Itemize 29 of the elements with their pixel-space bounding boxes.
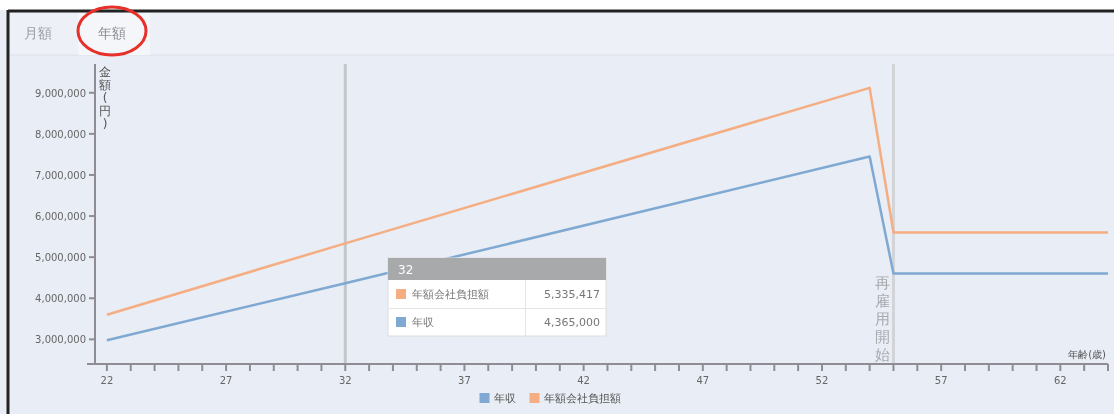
x-tick-label: 42	[577, 375, 590, 386]
y-tick-label: 3,000,000	[35, 334, 86, 346]
x-tick-label: 47	[696, 375, 710, 386]
y-tick-label: 9,000,000	[35, 87, 86, 99]
text: 年額	[98, 25, 126, 41]
y-tick-label: 6,000,000	[35, 211, 86, 223]
y-tick-label: 5,000,000	[35, 252, 86, 264]
ref-line-label: 再雇用開始	[874, 274, 890, 364]
annotation: 32	[398, 263, 414, 277]
annotation: 4,365,000	[544, 316, 600, 329]
y-tick-label: 8,000,000	[35, 128, 86, 140]
x-tick-label: 62	[1053, 375, 1067, 386]
text: 年額会社負担額	[543, 392, 621, 405]
x-tick-label: 52	[815, 375, 829, 386]
y-tick-label: 7,000,000	[35, 169, 86, 181]
x-tick-label: 22	[100, 375, 114, 386]
text: 年収	[493, 392, 516, 405]
annotation: 5,335,417	[544, 288, 600, 301]
legend-label: 年収	[412, 316, 434, 329]
x-tick-label: 27	[219, 375, 233, 386]
line-series	[105, 155, 1110, 342]
y-axis-title: 金額(円)	[99, 65, 111, 131]
y-tick-label: 4,000,000	[35, 293, 86, 305]
x-tick-label: 32	[338, 375, 352, 386]
x-tick-label: 37	[458, 375, 471, 386]
x-axis-title: 年齢(歳)	[1068, 349, 1107, 360]
legend-label: 年額会社負担額	[412, 288, 489, 301]
x-tick-label: 57	[934, 375, 948, 386]
text: 月額	[24, 25, 52, 41]
